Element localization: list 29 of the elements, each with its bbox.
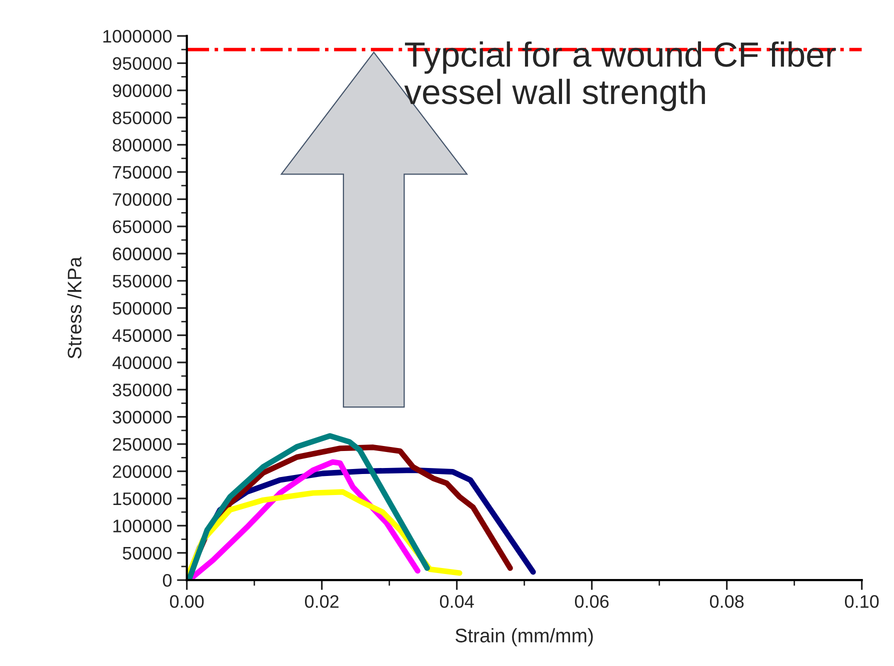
y-axis-title: Stress /KPa bbox=[67, 256, 82, 358]
y-tick-label: 400000 bbox=[112, 356, 172, 370]
y-tick-label: 100000 bbox=[113, 520, 172, 532]
y-tick-label: 150000 bbox=[113, 492, 172, 506]
y-tick-label: 550000 bbox=[112, 274, 172, 288]
y-tick-label: 250000 bbox=[112, 438, 172, 451]
x-tick-label: 0.02 bbox=[304, 595, 339, 608]
y-tick-label: 1000000 bbox=[103, 30, 172, 43]
y-tick-label: 500000 bbox=[112, 302, 172, 315]
y-tick-label: 900000 bbox=[112, 84, 172, 98]
y-tick-label: 50000 bbox=[122, 546, 172, 560]
y-tick-label: 450000 bbox=[112, 329, 172, 342]
y-tick-label: 650000 bbox=[112, 220, 172, 234]
y-tick-label: 750000 bbox=[112, 166, 172, 179]
y-tick-label: 0 bbox=[162, 574, 172, 587]
x-tick-label: 0.10 bbox=[844, 595, 879, 608]
y-tick-label: 600000 bbox=[112, 248, 172, 260]
y-tick-label: 350000 bbox=[112, 384, 172, 396]
x-tick-label: 0.00 bbox=[170, 595, 204, 608]
y-tick-label: 700000 bbox=[112, 193, 172, 206]
x-tick-label: 0.04 bbox=[440, 595, 474, 608]
y-tick-label: 850000 bbox=[112, 112, 172, 124]
y-tick-label: 950000 bbox=[112, 57, 172, 70]
y-tick-label: 300000 bbox=[112, 410, 172, 424]
x-tick-label: 0.06 bbox=[574, 595, 609, 608]
x-axis-title: Strain (mm/mm) bbox=[456, 628, 593, 646]
y-tick-label: 800000 bbox=[112, 138, 172, 152]
x-tick-label: 0.08 bbox=[710, 595, 744, 608]
y-tick-label: 200000 bbox=[112, 465, 172, 478]
